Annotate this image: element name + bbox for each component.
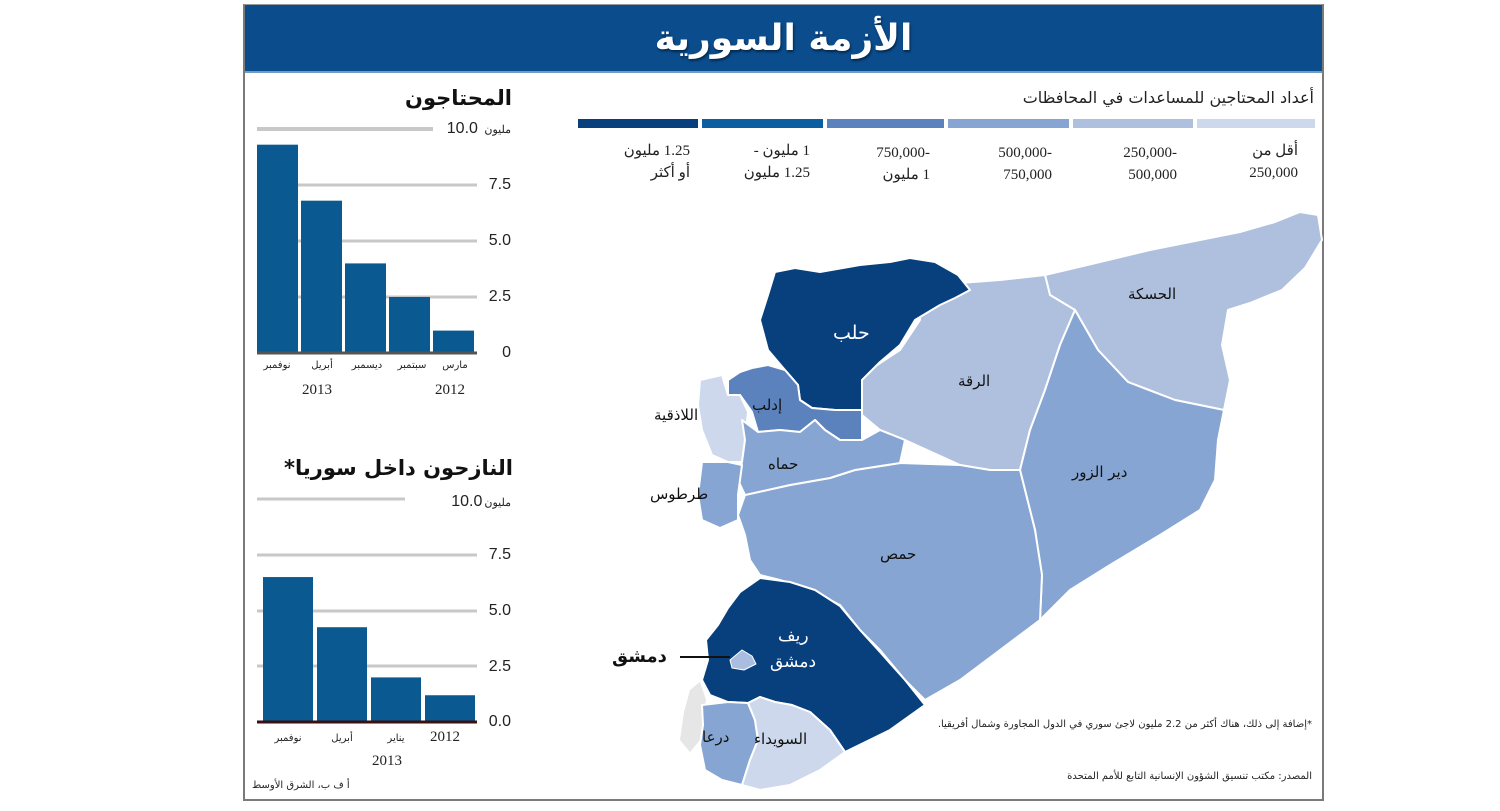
region-deir-ezzor <box>1019 309 1225 621</box>
label-suwayda: السويداء <box>754 730 808 748</box>
label-raqqa: الرقة <box>958 372 991 390</box>
legend-label-4: -250,000 500,000 <box>1123 145 1177 183</box>
chart2-title: النازحون داخل سوريا* <box>284 456 513 480</box>
chart1-year-2013: 2013 <box>302 382 332 398</box>
chart2-ytick-10: 10.0 مليون <box>451 493 511 510</box>
label-daraa: درعا <box>702 728 730 746</box>
chart2-bars <box>257 497 477 724</box>
label-hasakah: الحسكة <box>1128 285 1177 303</box>
label-rif-dimashq-2: دمشق <box>770 652 817 672</box>
credit-line: أ ف ب، الشرق الأوسط <box>252 780 350 791</box>
chart1-cat-3: سبتمبر <box>397 360 427 371</box>
bar-1 <box>301 200 342 353</box>
chart1-ytick-5: 5.0 <box>488 232 511 249</box>
page-title: الأزمة السورية <box>654 17 913 59</box>
chart1-ytick-0: 0 <box>502 344 511 361</box>
region-lebanon <box>680 682 706 752</box>
label-idlib: إدلب <box>752 396 783 414</box>
legend-swatch-3 <box>948 119 1069 128</box>
chart1-ytick-10: 10.0 مليون <box>446 120 511 137</box>
bar-4 <box>433 330 474 353</box>
legend-label-1: 1 مليون -1.25 مليون <box>743 143 810 181</box>
source-note: المصدر: مكتب تنسيق الشؤون الإنسانية التا… <box>1067 771 1312 782</box>
chart2-year-2013: 2013 <box>372 753 402 769</box>
label-homs: حمص <box>880 545 917 563</box>
label-aleppo: حلب <box>833 322 870 344</box>
chart1-title: المحتاجون <box>405 86 512 110</box>
region-suwayda <box>741 696 846 791</box>
chart1-ytick-7.5: 7.5 <box>488 176 511 193</box>
chart2-cat-1: أبريل <box>331 733 353 744</box>
legend-label-3: -500,000 750,000 <box>998 145 1052 183</box>
legend-swatch-1 <box>702 119 823 128</box>
refugee-footnote: *إضافة إلى ذلك، هناك أكثر من 2.2 مليون ل… <box>937 719 1312 730</box>
chart1-cat-1: أبريل <box>311 360 333 371</box>
bar-0 <box>263 577 313 722</box>
chart2-ytick-2.5: 2.5 <box>488 658 511 675</box>
legend-swatch-5 <box>1197 119 1315 128</box>
legend-swatch-4 <box>1073 119 1193 128</box>
legend-swatch-2 <box>827 119 944 128</box>
label-damascus: دمشق <box>612 646 667 667</box>
legend-swatch-0 <box>578 119 698 128</box>
chart2-cat-3: 2012 <box>430 729 460 745</box>
bar-3 <box>389 297 430 353</box>
bar-2 <box>345 263 386 353</box>
label-hama: حماه <box>768 455 799 473</box>
bar-3 <box>425 695 475 722</box>
chart2-ytick-0: 0.0 <box>488 713 511 730</box>
label-rif-dimashq-1: ريف <box>778 626 809 646</box>
chart2-ytick-5: 5.0 <box>488 602 511 619</box>
bar-2 <box>371 677 421 722</box>
chart1-ytick-2.5: 2.5 <box>488 288 511 305</box>
legend-label-2: -750,000 1 مليون <box>876 145 930 183</box>
chart2-ytick-7.5: 7.5 <box>488 546 511 563</box>
bar-0 <box>257 144 298 353</box>
chart1-bars <box>257 127 477 355</box>
label-tartus: طرطوس <box>650 485 709 503</box>
region-damascus-city <box>729 649 757 671</box>
bar-1 <box>317 627 367 722</box>
chart1-cat-0: نوفمبر <box>263 360 291 371</box>
chart1-cat-2: ديسمبر <box>351 360 383 371</box>
chart2-cat-0: نوفمبر <box>274 733 302 744</box>
legend-label-0: 1.25 مليون أو أكثر <box>623 143 690 181</box>
label-latakia: اللاذقية <box>654 406 699 424</box>
header-bar: الأزمة السورية <box>245 5 1322 73</box>
label-deir-ezzor: دير الزور <box>1072 463 1128 481</box>
chart1-year-2012: 2012 <box>435 382 465 398</box>
chart2-cat-2: يناير <box>387 733 405 744</box>
legend-title: أعداد المحتاجين للمساعدات في المحافظات <box>1022 88 1314 107</box>
chart1-cat-4: مارس <box>442 360 468 371</box>
region-tartus <box>697 461 743 529</box>
legend-label-5: أقل من 250,000 <box>1249 143 1298 181</box>
